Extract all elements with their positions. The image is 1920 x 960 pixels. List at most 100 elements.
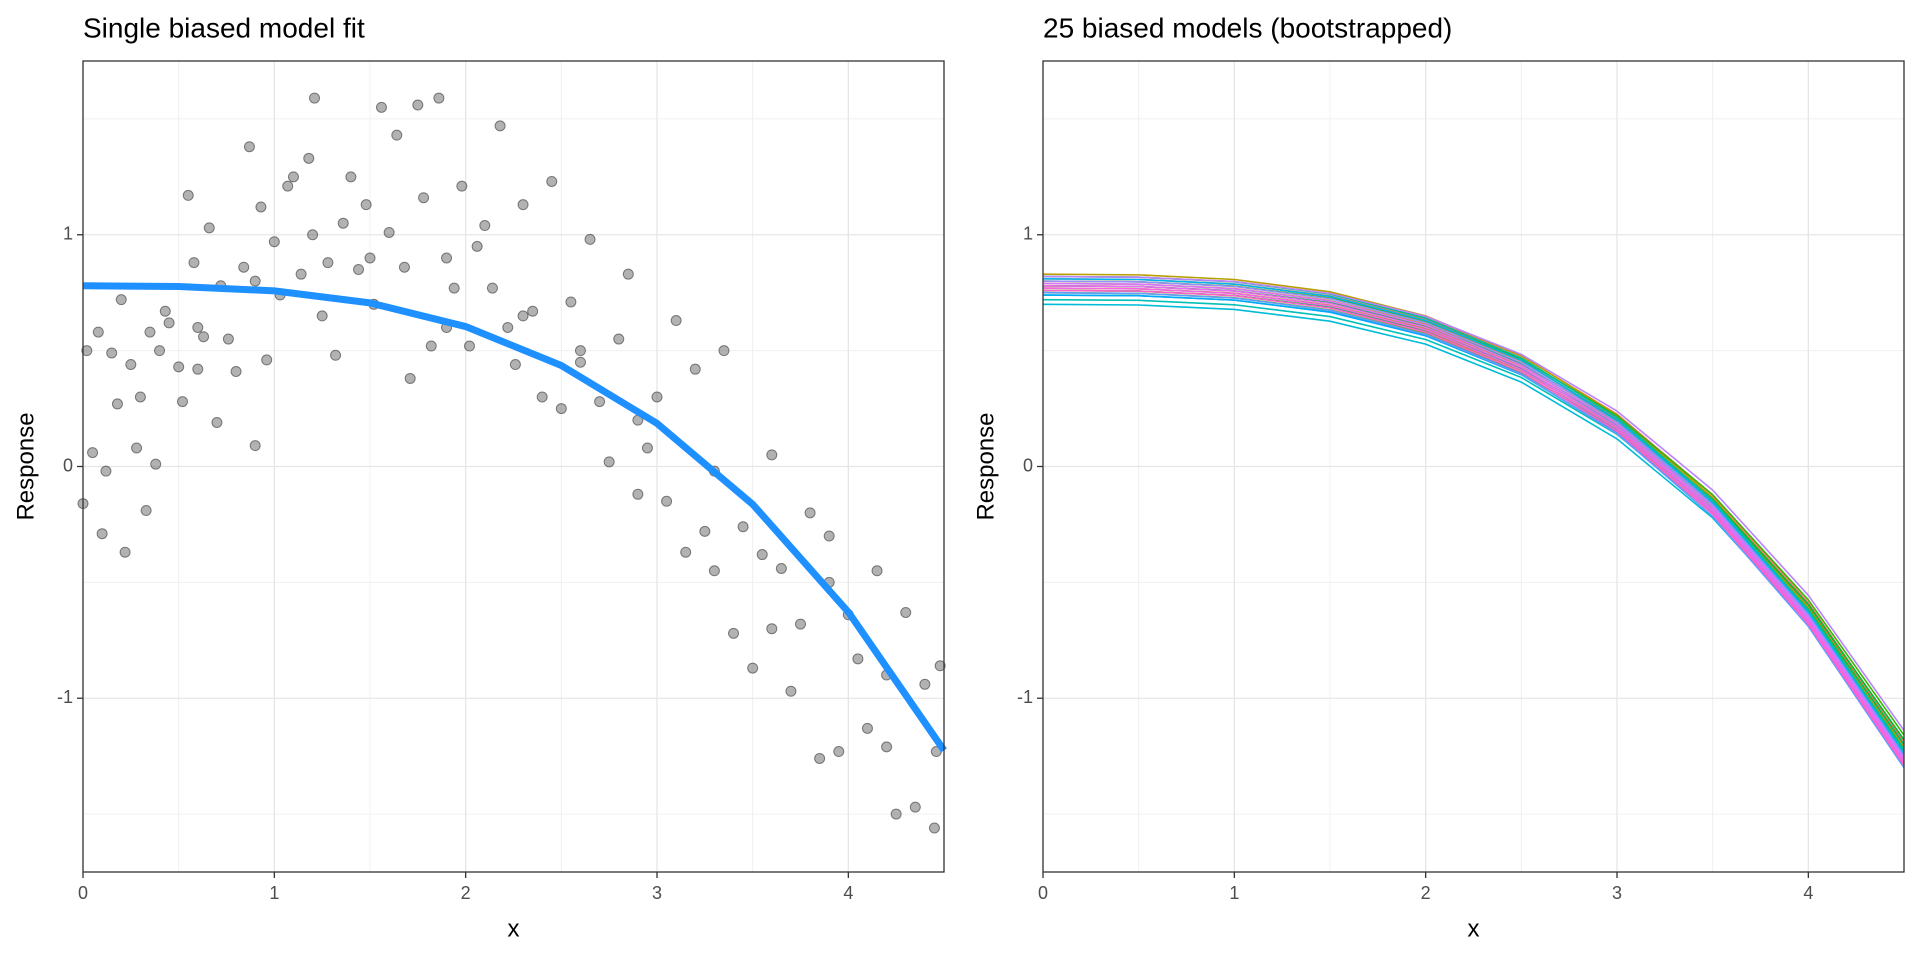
point [322,257,334,269]
y-tick-label: -1 [1017,687,1033,707]
point [364,252,376,264]
point [412,99,424,111]
y-tick-label: 1 [1023,224,1033,244]
point [125,359,137,371]
point [309,92,321,104]
y-axis-title: Response [12,412,39,520]
point [159,305,171,317]
point [632,488,644,500]
point [919,678,931,690]
point [708,565,720,577]
point [728,627,740,639]
point [360,199,372,211]
point [775,562,787,574]
fit-line [1042,284,1905,762]
point [230,365,242,377]
point [433,92,445,104]
point [203,222,215,234]
point [249,275,261,287]
plot-border [1042,60,1905,873]
point [144,326,156,338]
point [243,141,255,153]
fit-line [1042,287,1905,764]
fit-line [1042,280,1905,757]
point [115,294,127,306]
point [150,458,162,470]
point [509,359,521,371]
x-tick-label: 3 [1612,883,1622,903]
point [391,129,403,141]
point [555,403,567,415]
x-axis-title: x [508,915,520,942]
point [316,310,328,322]
point [622,268,634,280]
point [804,507,816,519]
point [814,752,826,764]
point [603,456,615,468]
point [900,606,912,618]
point [425,340,437,352]
point [448,282,460,294]
point [307,229,319,241]
plot-border [82,60,945,873]
point [268,236,280,248]
point [398,261,410,273]
point [81,345,93,357]
point [131,442,143,454]
point [134,391,146,403]
y-tick-label: 0 [63,455,73,475]
point [766,623,778,635]
point [574,345,586,357]
point [479,220,491,232]
point [795,618,806,630]
point [111,398,123,410]
point [330,349,342,361]
point [766,449,778,461]
point [785,685,797,697]
x-tick-label: 1 [1229,883,1239,903]
point [909,801,921,813]
point [140,505,152,517]
x-tick-label: 0 [1038,883,1048,903]
point [747,662,759,674]
y-tick-label: 0 [1023,455,1033,475]
point [456,180,468,192]
point [641,442,653,454]
point [928,822,940,834]
point [404,372,416,384]
point [192,321,204,333]
point [282,180,294,192]
point [198,331,210,343]
point [163,317,175,329]
point [651,391,663,403]
point [441,252,453,264]
point [222,333,234,345]
point [502,321,514,333]
point [249,440,261,452]
point [565,296,577,308]
point [494,120,506,132]
point [383,226,395,238]
point [527,305,539,317]
point [613,333,625,345]
point [188,257,200,269]
point [96,528,108,540]
point [861,722,873,734]
point [173,361,185,373]
point [295,268,307,280]
point [852,653,864,665]
chart-title: Single biased model fit [83,12,365,43]
x-axis-title: x [1468,915,1480,942]
point [737,521,749,533]
point [261,354,273,366]
y-tick-label: 1 [63,224,73,244]
point [211,416,223,428]
point [119,546,131,558]
point [890,808,902,820]
x-tick-label: 2 [1421,883,1431,903]
point [756,549,768,561]
fit-line [1042,289,1905,766]
point [353,264,365,276]
point [517,199,529,211]
